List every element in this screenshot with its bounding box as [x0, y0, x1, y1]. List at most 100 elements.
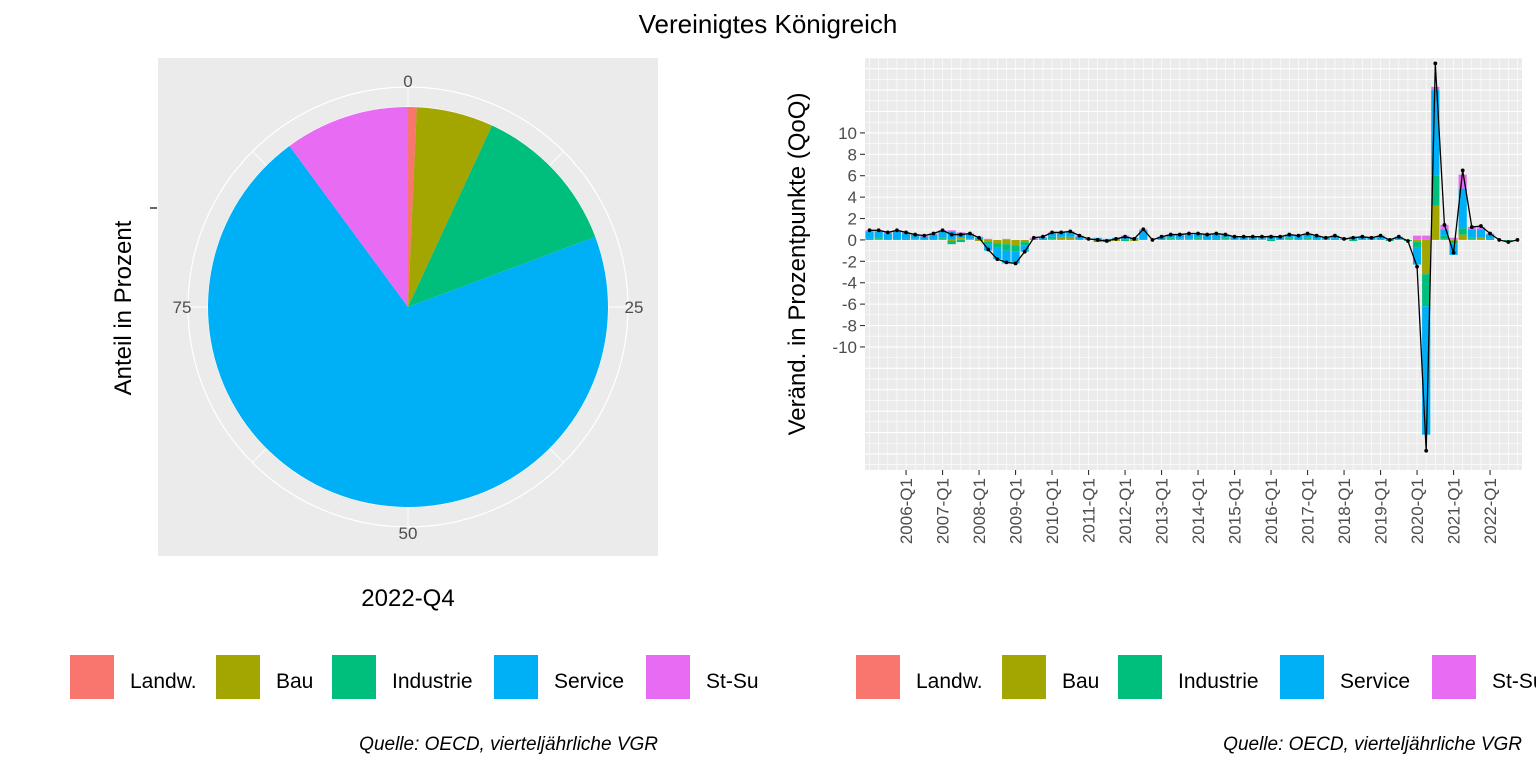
bar-x-tick-label: 2022-Q1	[1481, 478, 1500, 544]
bar-segment-bau	[1285, 238, 1294, 240]
bar-segment-bau	[974, 239, 984, 241]
bar-segment-industrie	[1285, 237, 1294, 239]
legend-key-landw	[856, 655, 900, 699]
total-line-point	[1460, 168, 1465, 173]
total-line-point	[1497, 238, 1502, 242]
total-line-point	[1433, 61, 1438, 66]
pie-slice-st-su	[289, 107, 408, 307]
caption-right: Quelle: OECD, vierteljährliche VGR	[1223, 734, 1522, 755]
legend-key-service	[1280, 655, 1324, 699]
bar-segment-service	[938, 231, 947, 238]
bar-y-tick-label: 10	[838, 124, 857, 143]
bar-segment-service	[1066, 232, 1075, 237]
bar-segment-bau	[1020, 239, 1029, 243]
pie-slices	[208, 107, 608, 507]
bar-x-tick-label: 2015-Q1	[1226, 478, 1245, 544]
bar-y-tick-label: -2	[842, 252, 857, 271]
total-line-point	[885, 230, 890, 235]
legend-key-service	[494, 655, 538, 699]
bar-segment-service	[892, 231, 902, 240]
bar-segment-bau	[1066, 237, 1075, 240]
bar-segment-industrie	[1440, 235, 1449, 239]
bar-segment-bau	[1458, 234, 1467, 240]
total-line-point	[1351, 235, 1356, 240]
bar-segment-bau	[947, 239, 956, 241]
bar-segment-bau	[911, 238, 920, 240]
bar-x-tick-label: 2016-Q1	[1262, 478, 1281, 544]
bar-y-tick-label: 4	[848, 188, 857, 207]
total-line-point	[1451, 250, 1456, 255]
total-line-point	[1488, 231, 1492, 236]
bar-segment-bau	[1221, 238, 1230, 240]
total-line-point	[1406, 239, 1410, 243]
total-line-point	[995, 257, 1000, 262]
total-line-point	[1469, 225, 1474, 229]
total-line-point	[1159, 234, 1164, 239]
total-line-point	[1396, 234, 1401, 239]
legend-label: St-Su	[706, 670, 759, 693]
bar-segment-industrie	[947, 240, 956, 245]
total-line-point	[1095, 238, 1100, 242]
bar-segment-st-su	[1422, 235, 1431, 240]
total-line-point	[1241, 234, 1246, 239]
bar-segment-landw	[965, 238, 975, 240]
total-line-point	[867, 228, 872, 233]
bar-x-tick-label: 2013-Q1	[1153, 478, 1172, 544]
bar-segment-industrie	[1047, 236, 1057, 239]
bar-segment-industrie	[1248, 238, 1257, 240]
bar-segment-service	[1312, 235, 1321, 240]
bar-segment-industrie	[1431, 175, 1440, 206]
total-line-point	[1314, 233, 1319, 238]
bar-segment-bau	[1193, 238, 1203, 240]
bar-segment-service	[984, 244, 993, 251]
bar-y-ticks: 10 8 6 4 2 0 -2 -4 -6 -8 -10	[832, 124, 865, 357]
bar-segment-industrie	[1266, 239, 1276, 241]
bar-segment-industrie	[1303, 237, 1312, 239]
bar-y-tick-label: -4	[842, 274, 857, 293]
bar-segment-service	[901, 233, 911, 239]
bar-segment-bau	[1412, 239, 1422, 243]
total-line-point	[1232, 234, 1237, 239]
total-line-point	[895, 228, 899, 233]
legend-key-industrie	[332, 655, 376, 699]
bar-segment-service	[920, 236, 929, 240]
total-line-point	[1515, 238, 1520, 242]
bar-segment-service	[1057, 232, 1066, 237]
bar-segment-service	[1440, 229, 1449, 236]
bar-segment-bau	[1303, 238, 1312, 240]
total-line-point	[1050, 230, 1054, 235]
bar-segment-bau	[1175, 238, 1184, 240]
bar-segment-service	[1047, 233, 1057, 237]
total-line-point	[1041, 234, 1045, 239]
bar-segment-industrie	[1120, 239, 1130, 241]
pie-y-axis-label: Anteil in Prozent	[110, 220, 137, 395]
bar-x-tick-label: 2014-Q1	[1189, 478, 1208, 544]
bar-segment-industrie	[993, 243, 1002, 248]
total-line-point	[1205, 232, 1210, 237]
bar-y-tick-label: 2	[848, 210, 857, 229]
bar-segment-industrie	[1467, 237, 1476, 239]
legend-label: Bau	[1062, 670, 1099, 693]
pie-theta-ticks: 0 25 50 75	[173, 72, 644, 543]
pie-theta-tick-label: 50	[399, 524, 418, 543]
legend-left: Landw. Bau Industrie Service St-Su	[70, 655, 759, 699]
pie-slice-landw	[408, 107, 417, 307]
bar-segment-service	[1467, 229, 1476, 238]
bar-segment-service	[1431, 90, 1440, 176]
bar-segment-industrie	[865, 238, 874, 240]
legend-key-landw	[70, 655, 114, 699]
total-line-point	[1123, 234, 1127, 239]
legend-key-bau	[1002, 655, 1046, 699]
caption-left: Quelle: OECD, vierteljährliche VGR	[359, 734, 658, 755]
pie-slice-industrie	[408, 125, 596, 307]
bar-segment-bau	[1011, 239, 1020, 246]
bar-segment-service	[1193, 233, 1203, 238]
total-line-point	[1278, 234, 1283, 239]
legend-label: Landw.	[130, 670, 197, 693]
bar-segment-bau	[938, 238, 947, 240]
bar-x-tick-label: 2019-Q1	[1372, 478, 1391, 544]
bar-segment-industrie	[984, 242, 993, 245]
total-line-point	[931, 231, 936, 236]
legend-key-st-su	[646, 655, 690, 699]
